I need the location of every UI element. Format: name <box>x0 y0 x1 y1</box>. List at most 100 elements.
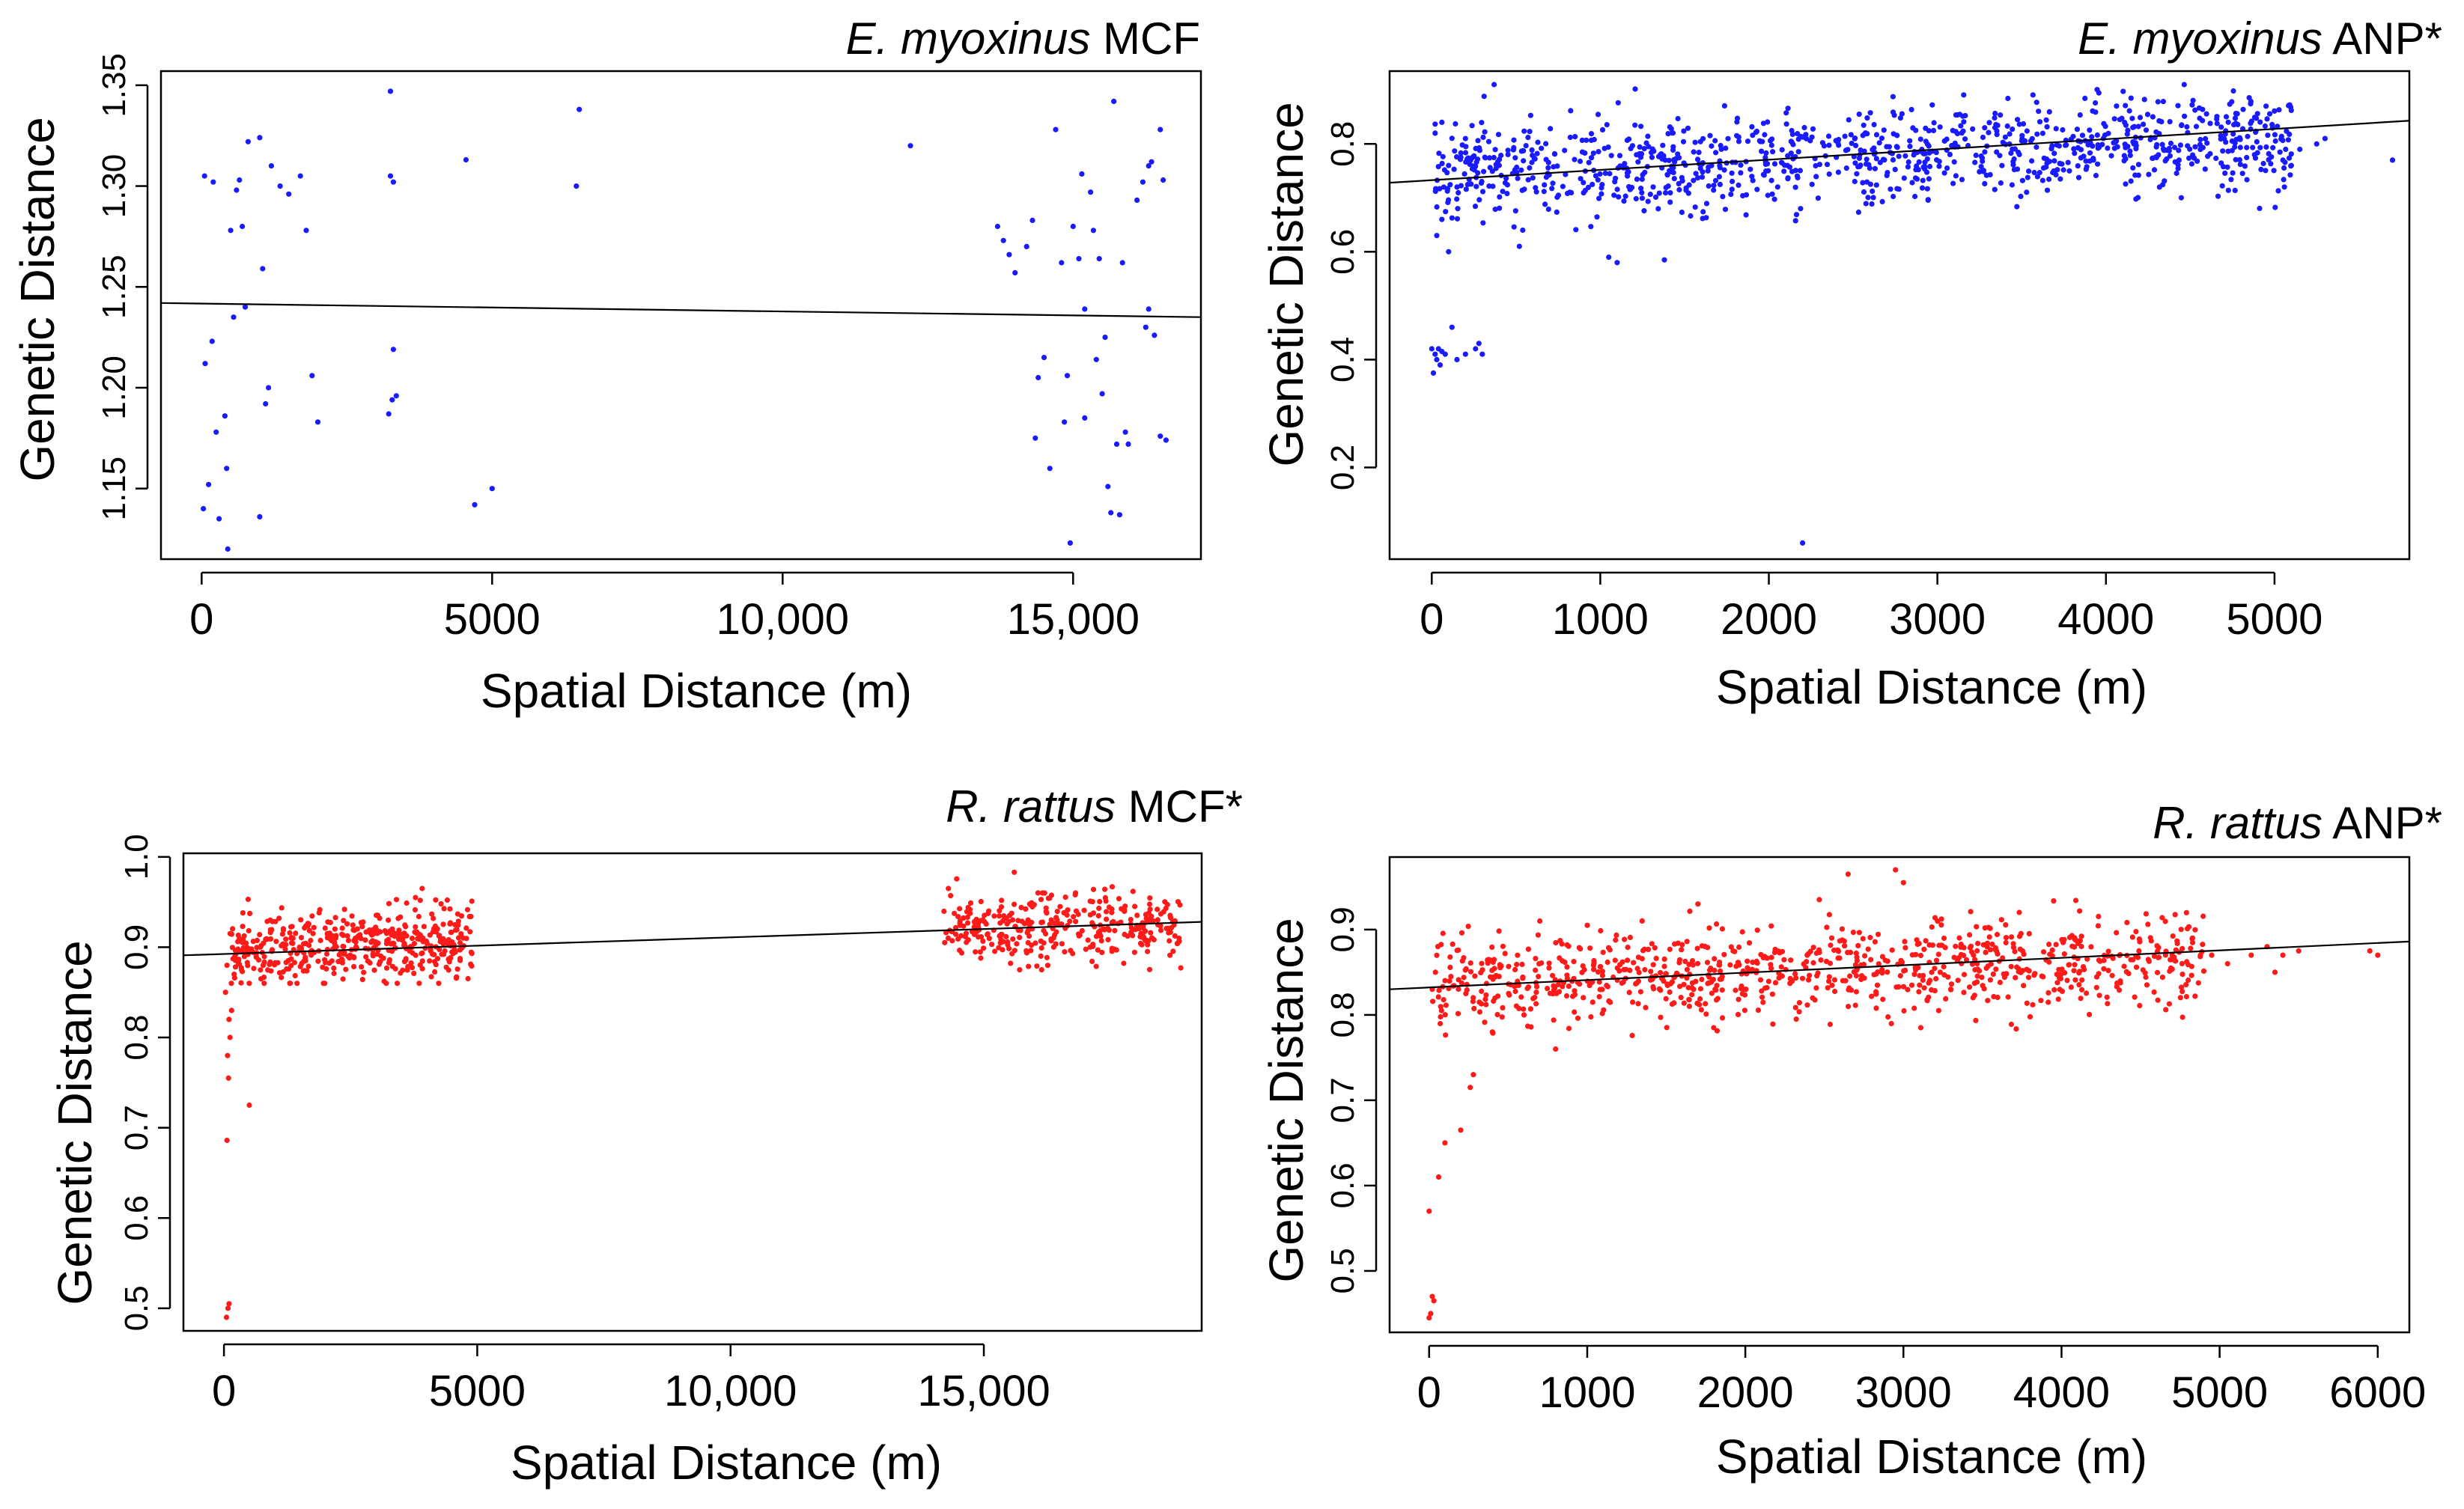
data-point <box>1763 150 1769 156</box>
data-point <box>1875 931 1882 937</box>
data-point <box>1626 183 1632 190</box>
x-tick-label: 15,000 <box>917 1367 1050 1415</box>
data-point <box>2225 187 2231 193</box>
data-point <box>945 935 952 941</box>
data-point <box>472 502 478 507</box>
data-point <box>1455 977 1461 983</box>
data-point <box>1447 978 1452 984</box>
data-point <box>1864 115 1870 121</box>
data-point <box>1599 972 1605 978</box>
data-point <box>961 923 967 929</box>
data-point <box>433 962 439 968</box>
data-point <box>1950 127 1956 133</box>
data-point <box>1746 940 1753 946</box>
data-point <box>1533 1001 1539 1007</box>
data-point <box>1816 162 1822 168</box>
data-point <box>317 906 323 912</box>
data-point <box>1160 177 1166 183</box>
data-point <box>1760 999 1766 1005</box>
data-point <box>1455 947 1461 953</box>
data-point <box>458 931 464 937</box>
data-point <box>2045 999 2051 1005</box>
data-point <box>1658 1014 1664 1020</box>
data-point <box>1947 987 1954 993</box>
data-point <box>380 955 386 961</box>
data-point <box>2008 1021 2014 1028</box>
data-point <box>413 894 419 900</box>
data-point <box>1130 888 1136 894</box>
data-point <box>1449 941 1455 947</box>
data-point <box>1843 147 1849 153</box>
data-point <box>1842 943 1848 949</box>
data-point <box>383 965 390 971</box>
data-point <box>1586 159 1592 165</box>
data-point <box>1584 137 1590 143</box>
data-point <box>2272 108 2278 114</box>
data-point <box>386 411 392 417</box>
data-point <box>2137 115 2144 121</box>
data-point <box>2105 1001 2111 1007</box>
data-point <box>1670 147 1676 153</box>
data-point <box>2094 87 2100 93</box>
data-point <box>1616 194 1622 200</box>
data-point <box>1671 1000 1677 1006</box>
data-point <box>2169 952 2175 958</box>
data-point <box>441 906 447 912</box>
data-point <box>344 933 350 939</box>
data-point <box>1926 176 1932 182</box>
data-point <box>1753 958 1759 964</box>
data-point <box>1846 1004 1852 1010</box>
data-point <box>416 936 422 942</box>
data-point <box>1567 189 1573 195</box>
data-point <box>1506 992 1512 998</box>
data-point <box>454 911 461 917</box>
data-point <box>1925 197 1931 203</box>
data-point <box>2084 956 2090 962</box>
data-point <box>1614 260 1620 266</box>
data-point <box>2024 1000 2030 1006</box>
data-point <box>2187 146 2193 152</box>
data-point <box>2276 107 2282 113</box>
data-point <box>1841 938 1847 944</box>
data-point <box>1950 180 1956 186</box>
data-point <box>1796 1000 1802 1006</box>
data-point <box>1790 141 1796 147</box>
data-point <box>1980 134 1986 141</box>
data-point <box>1008 960 1014 966</box>
data-point <box>1452 121 1458 127</box>
data-point <box>1639 195 1645 201</box>
data-point <box>1697 165 1703 171</box>
data-point <box>1890 109 1896 115</box>
data-point <box>300 968 306 974</box>
data-point <box>1641 208 1647 214</box>
data-point <box>2178 984 2185 990</box>
data-point <box>1870 195 1876 201</box>
data-point <box>2170 933 2176 939</box>
data-point <box>2144 112 2151 118</box>
data-point <box>2270 144 2276 150</box>
data-point <box>1772 946 1778 952</box>
data-point <box>1689 992 1695 998</box>
data-point <box>1564 972 1570 978</box>
data-point <box>1598 963 1604 969</box>
x-tick-label: 5000 <box>444 595 541 644</box>
data-point <box>1810 995 1816 1001</box>
data-point <box>1547 990 1553 996</box>
data-point <box>1442 1012 1448 1018</box>
data-point <box>2272 132 2278 138</box>
data-point <box>1789 131 1795 137</box>
data-point <box>1588 137 1594 143</box>
x-tick-label: 15,000 <box>1007 595 1140 644</box>
data-point <box>1125 441 1131 448</box>
data-point <box>1085 937 1091 943</box>
data-point <box>2129 934 2135 940</box>
data-point <box>392 933 398 939</box>
data-point <box>1920 177 1926 183</box>
data-point <box>2039 177 2045 183</box>
data-point <box>469 898 475 904</box>
data-point <box>1715 996 1721 1002</box>
data-point <box>1572 1009 1578 1015</box>
data-point <box>1729 170 1735 176</box>
data-point <box>1991 993 1997 1000</box>
x-tick-label: 5000 <box>429 1367 526 1415</box>
